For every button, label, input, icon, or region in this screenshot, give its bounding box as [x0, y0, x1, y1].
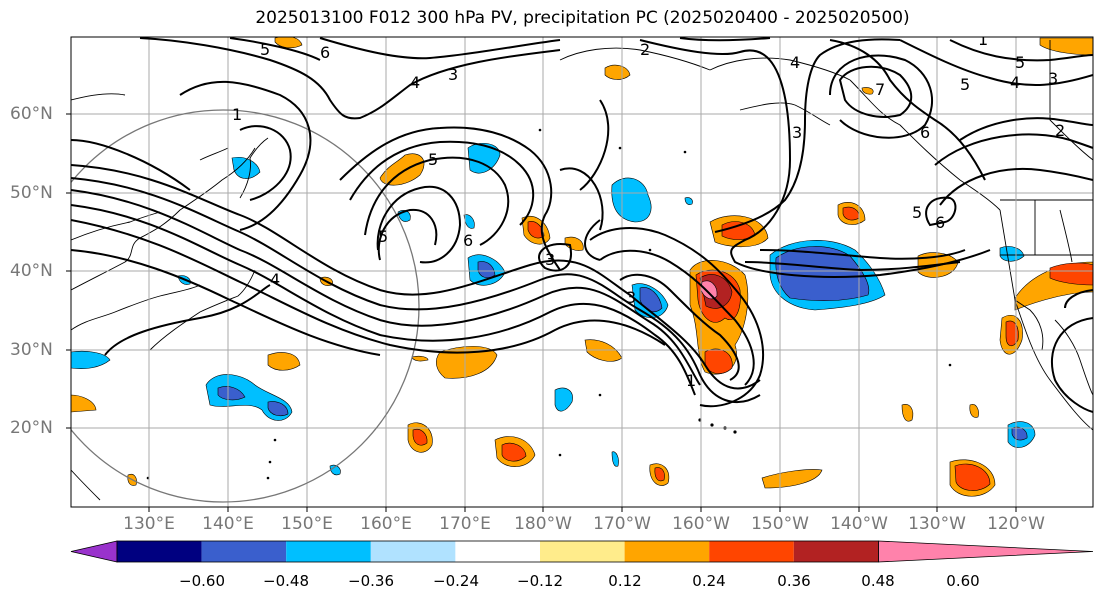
lat-label: 30°N	[10, 340, 53, 360]
colorbar-label: 0.36	[777, 572, 811, 590]
lat-label: 20°N	[10, 418, 53, 438]
contour-label: 4	[270, 270, 280, 289]
colorbar-segment	[455, 541, 540, 562]
colorbar-label: −0.24	[433, 572, 479, 590]
contour-label: 4	[1010, 73, 1020, 92]
lon-label: 150°E	[281, 514, 333, 534]
colorbar-label: 0.12	[608, 572, 642, 590]
colorbar-label: 0.24	[692, 572, 726, 590]
colorbar-segment	[117, 541, 202, 562]
lat-label: 60°N	[10, 104, 53, 124]
contour-label: 4	[790, 53, 800, 72]
pv-contours	[71, 37, 1093, 413]
lon-label: 180°W	[514, 514, 572, 534]
lon-label: 130°E	[123, 514, 175, 534]
lon-label: 130°W	[908, 514, 966, 534]
contour-label: 3	[545, 250, 555, 269]
contour-label: 2	[1055, 121, 1065, 140]
colorbar-extend-min	[70, 540, 118, 563]
contour-label: 5	[912, 203, 922, 222]
contour-label: 1	[686, 371, 696, 390]
lon-label: 120°W	[987, 514, 1045, 534]
contour-label: 4	[410, 73, 420, 92]
colorbar-label: 0.48	[861, 572, 895, 590]
contour-label: 3	[1048, 69, 1058, 88]
colorbar-outline	[116, 540, 879, 563]
contour-label: 5	[1015, 53, 1025, 72]
map-panel: 5 6 4 3 1 5 5 6 4 3 1 3 4 2 5 6 7 5 4 3 …	[71, 30, 1093, 507]
lon-label: 140°W	[830, 514, 888, 534]
colorbar-label: −0.12	[517, 572, 563, 590]
map-frame	[70, 36, 1094, 508]
colorbar-segment	[201, 541, 287, 562]
axis-ticks	[66, 113, 1017, 512]
contour-label: 6	[463, 231, 473, 250]
contour-label: 3	[448, 65, 458, 84]
lat-label: 50°N	[10, 183, 53, 203]
colorbar-label: −0.48	[263, 572, 309, 590]
colorbar-label: −0.60	[179, 572, 225, 590]
colorbar-segment	[793, 541, 879, 562]
lon-label: 160°W	[672, 514, 730, 534]
lon-label: 170°E	[439, 514, 491, 534]
graticule	[71, 37, 1093, 507]
contour-label: 1	[232, 105, 242, 124]
colorbar-segment	[709, 541, 794, 562]
lon-label: 140°E	[202, 514, 254, 534]
pv-contour-labels: 5 6 4 3 1 5 5 6 4 3 1 3 4 2 5 6 7 5 4 3 …	[232, 30, 1065, 390]
colorbar-segment	[286, 541, 371, 562]
lon-label: 170°W	[593, 514, 651, 534]
colorbar	[70, 540, 1094, 563]
colorbar-label: −0.36	[348, 572, 394, 590]
lat-label: 40°N	[10, 261, 53, 281]
contour-label: 7	[875, 80, 885, 99]
colorbar-extend-max	[878, 540, 1094, 563]
contour-label: 5	[428, 150, 438, 169]
contour-label: 2	[640, 40, 650, 59]
contour-label: 6	[920, 123, 930, 142]
lon-label: 150°W	[751, 514, 809, 534]
contour-label: 5	[260, 40, 270, 59]
colorbar-segment	[540, 541, 625, 562]
range-circle	[71, 109, 420, 503]
colorbar-segment	[624, 541, 710, 562]
contour-label: 3	[626, 288, 636, 307]
colorbar-label: 0.60	[946, 572, 980, 590]
contour-label: 5	[378, 227, 388, 246]
contour-label: 3	[792, 123, 802, 142]
contour-label: 1	[978, 30, 988, 49]
map-title: 2025013100 F012 300 hPa PV, precipitatio…	[255, 8, 910, 28]
contour-label: 6	[320, 43, 330, 62]
contour-label: 5	[960, 75, 970, 94]
coastlines	[71, 40, 1093, 501]
contour-label: 6	[935, 213, 945, 232]
colorbar-segment	[370, 541, 456, 562]
lon-label: 160°E	[360, 514, 412, 534]
